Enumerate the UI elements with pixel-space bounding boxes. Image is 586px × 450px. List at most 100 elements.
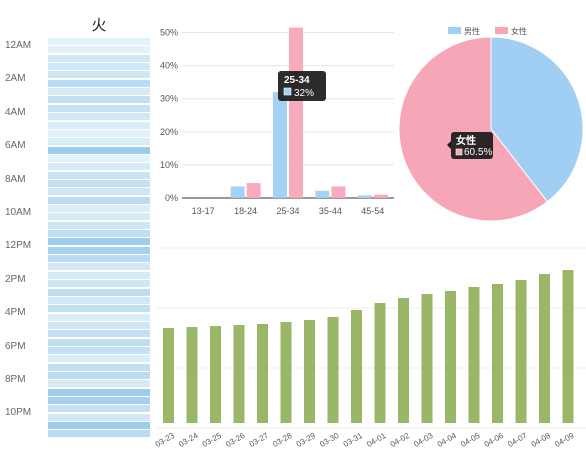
heatmap-cell[interactable] xyxy=(48,96,150,104)
age-bar-男性 xyxy=(273,92,287,198)
heatmap-cell[interactable] xyxy=(48,104,150,112)
y-tick-label: 40% xyxy=(160,61,178,71)
trend-bar xyxy=(562,270,574,423)
heatmap-cell[interactable] xyxy=(48,213,150,221)
heatmap-cell[interactable] xyxy=(48,246,150,254)
heatmap-cell[interactable] xyxy=(48,321,150,329)
heatmap-cell[interactable] xyxy=(48,154,150,162)
age-bar-女性 xyxy=(373,194,388,198)
hour-label: 4PM xyxy=(5,307,26,319)
heatmap-cell[interactable] xyxy=(48,113,150,121)
x-tick-label: 25-34 xyxy=(276,206,299,216)
x-tick-label: 04-03 xyxy=(412,431,435,449)
heatmap-cell[interactable] xyxy=(48,280,150,288)
trend-bar xyxy=(163,328,174,423)
heatmap-cell[interactable] xyxy=(48,263,150,271)
heatmap-cell[interactable] xyxy=(48,146,150,154)
x-tick-label: 04-09 xyxy=(553,431,576,449)
legend-label: 男性 xyxy=(464,26,480,36)
day-label: 火 xyxy=(91,16,107,34)
heatmap-cell[interactable] xyxy=(48,171,150,179)
heatmap-cell[interactable] xyxy=(48,313,150,321)
heatmap-cell[interactable] xyxy=(48,138,150,146)
heatmap-cell[interactable] xyxy=(48,46,150,54)
heatmap-cell[interactable] xyxy=(48,79,150,87)
hour-label: 2AM xyxy=(5,73,26,85)
hour-label: 6PM xyxy=(5,340,26,352)
x-tick-label: 04-07 xyxy=(506,431,529,449)
legend-label: 女性 xyxy=(511,26,527,36)
heatmap-cell[interactable] xyxy=(48,372,150,379)
heatmap-cell[interactable] xyxy=(48,380,150,388)
trend-bar xyxy=(492,284,503,423)
age-bar-男性 xyxy=(315,190,330,198)
heatmap-cell[interactable] xyxy=(48,271,150,279)
x-tick-label: 13-17 xyxy=(192,206,215,216)
age-bar-男性 xyxy=(357,195,372,198)
heatmap-cell[interactable] xyxy=(48,54,150,62)
daily-trend-bar-chart: 03-23 03-24 03-25 03-26 03-27 03-28 03-29 03-30… xyxy=(154,247,586,449)
trend-bar xyxy=(539,274,550,423)
heatmap-cell[interactable] xyxy=(48,346,150,354)
x-tick-label: 03-31 xyxy=(342,431,365,449)
heatmap-cell[interactable] xyxy=(48,355,150,363)
heatmap-cell[interactable] xyxy=(48,163,150,171)
heatmap-cell[interactable] xyxy=(48,88,150,96)
hour-label: 12AM xyxy=(5,40,32,51)
x-tick-label: 03-25 xyxy=(201,431,224,449)
hour-label: 8PM xyxy=(5,374,26,385)
heatmap-cell[interactable] xyxy=(48,121,150,129)
heatmap-cell[interactable] xyxy=(48,288,150,296)
heatmap-cell[interactable] xyxy=(48,230,150,238)
hour-label: 8AM xyxy=(5,173,26,185)
heatmap-cell[interactable] xyxy=(48,405,150,413)
age-bar-女性 xyxy=(289,27,303,198)
x-tick-label: 03-24 xyxy=(177,431,200,449)
hour-label: 2PM xyxy=(5,273,26,285)
heatmap-cell[interactable] xyxy=(48,238,150,246)
trend-bar xyxy=(304,320,315,423)
heatmap-cell[interactable] xyxy=(48,196,150,204)
age-bar-女性 xyxy=(331,186,346,198)
x-tick-label: 18-24 xyxy=(234,206,257,216)
heatmap-cell[interactable] xyxy=(48,338,150,346)
tooltip-title: 25-34 xyxy=(284,75,310,86)
heatmap-cell[interactable] xyxy=(48,129,150,137)
trend-bar xyxy=(210,326,221,423)
heatmap-cell[interactable] xyxy=(48,413,150,421)
x-tick-label: 03-27 xyxy=(248,431,271,449)
trend-bar xyxy=(515,280,527,423)
age-bar-男性 xyxy=(230,186,245,198)
x-tick-label: 04-01 xyxy=(365,431,388,449)
trend-bar xyxy=(351,310,362,423)
legend-swatch xyxy=(495,27,508,34)
x-tick-label: 03-26 xyxy=(224,431,247,449)
trend-bar xyxy=(445,291,456,423)
heatmap-cell[interactable] xyxy=(48,388,150,396)
heatmap-cell[interactable] xyxy=(48,188,150,196)
heatmap-cell[interactable] xyxy=(48,305,150,313)
heatmap-cell[interactable] xyxy=(48,205,150,212)
heatmap-cell[interactable] xyxy=(48,397,150,405)
heatmap-cell[interactable] xyxy=(48,363,150,371)
heatmap-cell[interactable] xyxy=(48,63,150,71)
heatmap-cell[interactable] xyxy=(48,422,150,430)
heatmap-cell[interactable] xyxy=(48,255,150,263)
heatmap-cell[interactable] xyxy=(48,430,150,438)
x-tick-label: 04-08 xyxy=(530,431,553,449)
trend-bar xyxy=(280,322,292,423)
legend-swatch xyxy=(448,27,461,34)
age-bar-女性 xyxy=(246,183,261,198)
trend-bar xyxy=(327,317,339,423)
heatmap-cell[interactable] xyxy=(48,330,150,338)
heatmap-cell[interactable] xyxy=(48,71,150,79)
heatmap-cell[interactable] xyxy=(48,38,150,45)
trend-bar xyxy=(233,325,245,423)
heatmap-cell[interactable] xyxy=(48,179,150,187)
heatmap-cell[interactable] xyxy=(48,296,150,304)
hour-label: 12PM xyxy=(5,240,32,252)
heatmap-cell[interactable] xyxy=(48,221,150,229)
tooltip-value: 60.5% xyxy=(464,147,492,158)
